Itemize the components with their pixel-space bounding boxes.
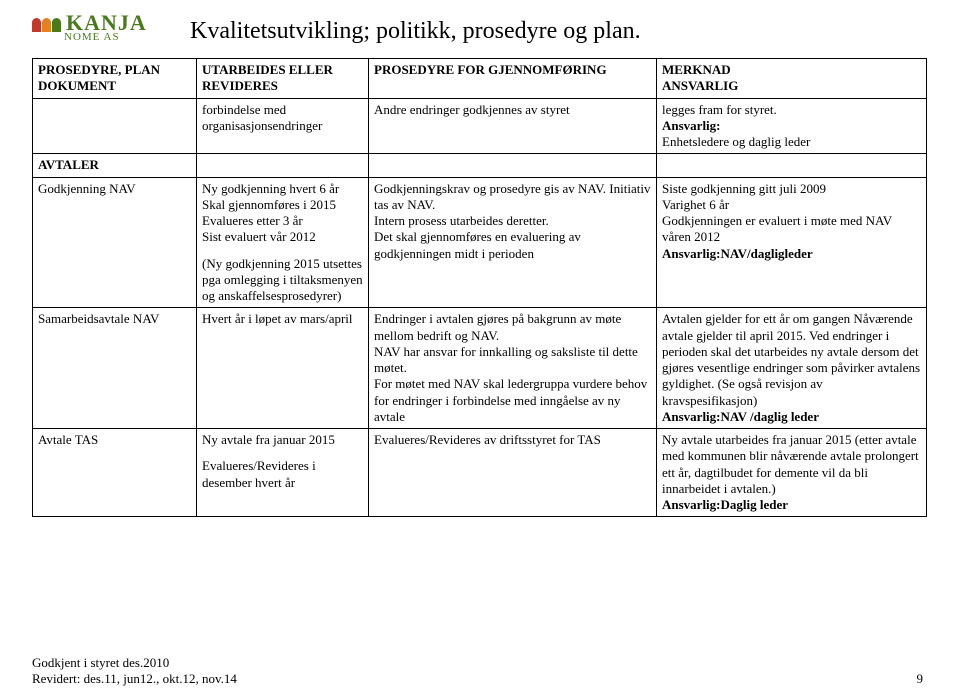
table-row: Avtale TAS Ny avtale fra januar 2015 Eva…: [33, 429, 927, 517]
header-col2: PROSEDYRE FOR GJENNOMFØRING: [369, 59, 657, 99]
ansvarlig-label: Ansvarlig:NAV /daglig leder: [662, 409, 819, 424]
header-ansvarlig: ANSVARLIG: [662, 78, 738, 93]
cell-text: NAV har ansvar for innkalling og sakslis…: [374, 344, 638, 375]
cell-text: Godkjenningen er evaluert i møte med NAV…: [662, 213, 892, 244]
ansvarlig-label: Ansvarlig:: [662, 118, 721, 133]
cell: legges fram for styret. Ansvarlig: Enhet…: [657, 98, 927, 154]
cell-text: Ny avtale fra januar 2015: [202, 432, 363, 448]
cell: Evalueres/Revideres av driftsstyret for …: [369, 429, 657, 517]
main-table: PROSEDYRE, PLAN DOKUMENT UTARBEIDES ELLE…: [32, 58, 927, 517]
page-title: Kvalitetsutvikling; politikk, prosedyre …: [190, 18, 641, 45]
cell-text: Godkjenningskrav og prosedyre gis av NAV…: [374, 181, 650, 212]
cell: Avtalen gjelder for ett år om gangen Nåv…: [657, 308, 927, 429]
cell: Godkjenning NAV: [33, 177, 197, 308]
table-row: Godkjenning NAV Ny godkjenning hvert 6 å…: [33, 177, 927, 308]
footer: Godkjent i styret des.2010 Revidert: des…: [32, 655, 237, 688]
cell-text: Avtalen gjelder for ett år om gangen Nåv…: [662, 311, 920, 407]
table-row: forbindelse med organisasjonsendringer A…: [33, 98, 927, 154]
leaf-green-icon: [52, 18, 61, 32]
cell-text: Det skal gjennomføres en evaluering av g…: [374, 229, 581, 260]
cell: Ny godkjenning hvert 6 år Skal gjennomfø…: [197, 177, 369, 308]
logo-icon: [32, 18, 62, 32]
table-row: Samarbeidsavtale NAV Hvert år i løpet av…: [33, 308, 927, 429]
header-col3: MERKNAD ANSVARLIG: [657, 59, 927, 99]
cell: Ny avtale utarbeides fra januar 2015 (et…: [657, 429, 927, 517]
cell-text: Evalueres/Revideres i desember hvert år: [202, 458, 363, 491]
cell-text: Intern prosess utarbeides deretter.: [374, 213, 549, 228]
cell-text: Ny godkjenning hvert 6 år: [202, 181, 339, 196]
header-merknad: MERKNAD: [662, 62, 731, 77]
section-header: AVTALER: [33, 154, 197, 177]
cell: Andre endringer godkjennes av styret: [369, 98, 657, 154]
leaf-orange-icon: [42, 18, 51, 32]
header-col0: PROSEDYRE, PLAN DOKUMENT: [33, 59, 197, 99]
table-row: AVTALER: [33, 154, 927, 177]
page-number: 9: [917, 671, 924, 687]
footer-line2: Revidert: des.11, jun12., okt.12, nov.14: [32, 671, 237, 686]
cell-text: Sist evaluert vår 2012: [202, 229, 316, 244]
cell-text: Varighet 6 år: [662, 197, 729, 212]
cell: Avtale TAS: [33, 429, 197, 517]
cell: Hvert år i løpet av mars/april: [197, 308, 369, 429]
cell: Siste godkjenning gitt juli 2009 Varighe…: [657, 177, 927, 308]
cell-text: (Ny godkjenning 2015 utsettes pga omlegg…: [202, 256, 363, 305]
cell: Godkjenningskrav og prosedyre gis av NAV…: [369, 177, 657, 308]
logo-subtitle: NOME AS: [64, 32, 147, 43]
cell-text: Ny avtale utarbeides fra januar 2015 (et…: [662, 432, 919, 496]
header-col1: UTARBEIDES ELLER REVIDERES: [197, 59, 369, 99]
table-header-row: PROSEDYRE, PLAN DOKUMENT UTARBEIDES ELLE…: [33, 59, 927, 99]
cell: [33, 98, 197, 154]
cell: forbindelse med organisasjonsendringer: [197, 98, 369, 154]
logo: KANJA NOME AS: [32, 12, 147, 43]
footer-line1: Godkjent i styret des.2010: [32, 655, 169, 670]
cell: [657, 154, 927, 177]
cell-text: Siste godkjenning gitt juli 2009: [662, 181, 826, 196]
cell: [369, 154, 657, 177]
cell-text: Enhetsledere og daglig leder: [662, 134, 810, 149]
cell: [197, 154, 369, 177]
leaf-red-icon: [32, 18, 41, 32]
cell-text: Endringer i avtalen gjøres på bakgrunn a…: [374, 311, 621, 342]
cell-text: Skal gjennomføres i 2015: [202, 197, 336, 212]
cell-text: Evalueres etter 3 år: [202, 213, 303, 228]
ansvarlig-label: Ansvarlig:NAV/dagligleder: [662, 246, 813, 261]
cell: Ny avtale fra januar 2015 Evalueres/Revi…: [197, 429, 369, 517]
cell: Endringer i avtalen gjøres på bakgrunn a…: [369, 308, 657, 429]
ansvarlig-label: Ansvarlig:Daglig leder: [662, 497, 788, 512]
cell-text: For møtet med NAV skal ledergruppa vurde…: [374, 376, 647, 424]
cell-text: legges fram for styret.: [662, 102, 777, 117]
cell: Samarbeidsavtale NAV: [33, 308, 197, 429]
